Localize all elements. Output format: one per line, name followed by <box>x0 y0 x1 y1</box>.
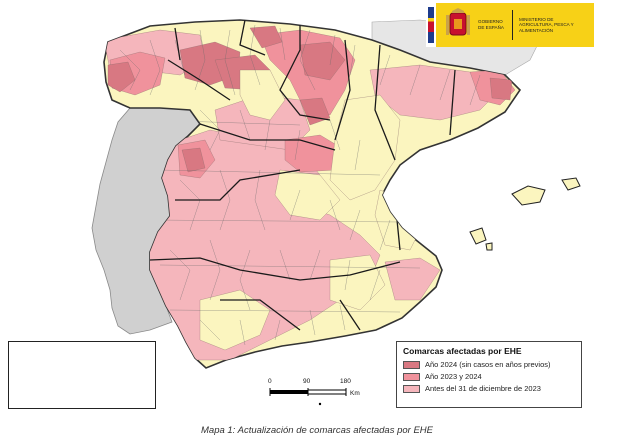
legend-item-before-2023: Antes del 31 de diciembre de 2023 <box>403 384 575 393</box>
legend-title: Comarcas afectadas por EHE <box>403 346 522 356</box>
zone-2024-burgos <box>299 41 346 81</box>
zone-2024-extremadura <box>181 147 206 173</box>
legend-swatch <box>403 360 420 369</box>
zone-2024-catalonia <box>489 77 513 101</box>
legend-item-2023-2024: Año 2023 y 2024 <box>403 372 575 381</box>
legend-swatch <box>403 384 420 393</box>
autonomous-community-boundaries <box>149 20 456 331</box>
canary-islands-inset <box>8 341 156 409</box>
logo-ministry-text: MINISTERIO DE AGRICULTURA, PESCA Y ALIME… <box>519 16 574 33</box>
scale-tick-label: 0 <box>268 378 272 385</box>
legend-swatch <box>403 372 420 381</box>
scale-bar-graphic <box>269 388 347 406</box>
zone-2024-cantabria <box>249 25 283 49</box>
ministry-logo: GOBIERNO DE ESPAÑA MINISTERIO DE AGRICUL… <box>426 3 594 47</box>
eu-spain-flag-icon <box>426 3 436 47</box>
balearic-islands <box>469 177 581 251</box>
logo-government-text: GOBIERNO DE ESPAÑA <box>478 19 504 30</box>
affected-zones <box>104 25 516 361</box>
scale-bar: 0 90 180 Km <box>268 378 378 412</box>
zone-unaffected-madrid <box>274 169 341 221</box>
coat-of-arms-icon <box>446 8 470 36</box>
legend-label: Año 2024 (sin casos en años previos) <box>425 360 551 369</box>
zone-unaffected-andalucia <box>199 289 271 351</box>
zone-2024-galicia <box>107 61 136 93</box>
scale-tick-label: 180 <box>340 378 351 385</box>
legend-label: Año 2023 y 2024 <box>425 372 482 381</box>
map-caption: Mapa 1: Actualización de comarcas afecta… <box>201 425 433 436</box>
scale-tick-label: 90 <box>303 378 311 385</box>
zone-before-2023-southeast <box>384 257 441 301</box>
legend-item-2024: Año 2024 (sin casos en años previos) <box>403 360 575 369</box>
map-legend: Comarcas afectadas por EHE Año 2024 (sin… <box>396 341 582 408</box>
legend-label: Antes del 31 de diciembre de 2023 <box>425 384 541 393</box>
scale-unit: Km <box>350 390 360 397</box>
zone-unaffected-aragon <box>329 94 401 201</box>
logo-divider <box>512 10 513 40</box>
